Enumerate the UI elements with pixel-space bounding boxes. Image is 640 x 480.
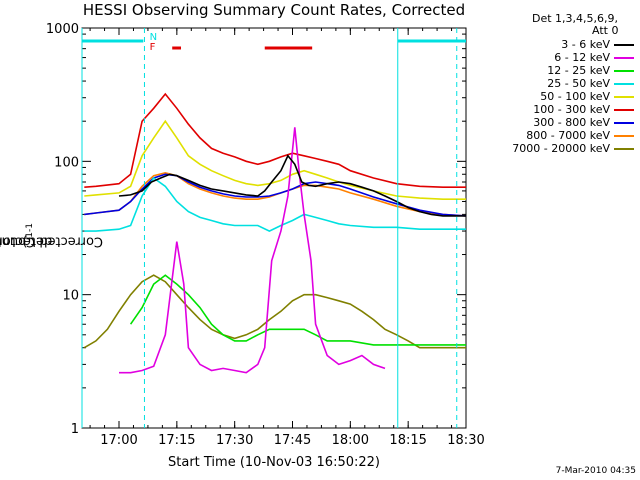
x-tick-label: 17:45 xyxy=(274,433,311,448)
legend-swatch xyxy=(614,83,634,85)
series-line-6 xyxy=(84,92,466,188)
legend-label: 100 - 300 keV xyxy=(533,103,610,116)
legend-label: 50 - 100 keV xyxy=(540,90,610,103)
series-line-9 xyxy=(83,274,466,349)
y-tick-label: 1 xyxy=(71,422,79,437)
y-title-end: ) xyxy=(22,233,28,249)
legend-swatch xyxy=(614,135,634,137)
legend-label: 7000 - 20000 keV xyxy=(512,142,610,155)
legend-entry: 300 - 800 keV xyxy=(480,116,636,129)
series-line-2 xyxy=(119,127,386,374)
detectors-label: Det 1,3,4,5,6,9, xyxy=(532,12,619,25)
night-label: N xyxy=(150,32,157,43)
series-line-7 xyxy=(84,173,466,217)
legend-swatch xyxy=(614,70,634,72)
legend: 3 - 6 keV 6 - 12 keV 12 - 25 keV 25 - 50 ke… xyxy=(480,38,636,155)
legend-entry: 7000 - 20000 keV xyxy=(480,142,636,155)
series-line-1 xyxy=(118,154,466,217)
legend-label: 800 - 7000 keV xyxy=(526,129,610,142)
legend-label: 6 - 12 keV xyxy=(554,51,610,64)
legend-swatch xyxy=(614,122,634,124)
x-tick-label: 17:30 xyxy=(216,433,253,448)
legend-swatch xyxy=(614,96,634,98)
attenuator-label: Att 0 xyxy=(592,24,619,37)
series-line-3 xyxy=(129,274,466,346)
legend-label: 3 - 6 keV xyxy=(561,38,610,51)
legend-entry: 6 - 12 keV xyxy=(480,51,636,64)
x-tick-label: 18:30 xyxy=(447,433,484,448)
legend-swatch xyxy=(614,57,634,59)
legend-swatch xyxy=(614,148,634,150)
series-line-8 xyxy=(84,171,466,217)
flare-label: F xyxy=(150,42,156,53)
legend-entry: 100 - 300 keV xyxy=(480,103,636,116)
x-tick-label: 17:15 xyxy=(158,433,195,448)
series-line-4 xyxy=(84,176,466,232)
legend-entry: 800 - 7000 keV xyxy=(480,129,636,142)
y-tick-label: 100 xyxy=(54,155,79,170)
legend-label: 12 - 25 keV xyxy=(547,64,610,77)
legend-entry: 12 - 25 keV xyxy=(480,64,636,77)
x-axis-title: Start Time (10-Nov-03 16:50:22) xyxy=(168,455,380,470)
legend-swatch xyxy=(614,44,634,46)
legend-entry: 50 - 100 keV xyxy=(480,90,636,103)
legend-entry: 25 - 50 keV xyxy=(480,77,636,90)
y-tick-label: 10 xyxy=(62,289,79,304)
chart-title: HESSI Observing Summary Count Rates, Cor… xyxy=(82,1,466,19)
x-tick-label: 18:00 xyxy=(332,433,369,448)
y-tick-label: 1000 xyxy=(46,22,79,37)
x-tick-label: 18:15 xyxy=(389,433,426,448)
legend-label: 300 - 800 keV xyxy=(533,116,610,129)
legend-swatch xyxy=(614,109,634,111)
legend-label: 25 - 50 keV xyxy=(547,77,610,90)
y-axis-title: Corrected Count Rate (s-1 detector-1) xyxy=(0,223,103,248)
series-line-5 xyxy=(84,119,466,200)
y-title-sup-2: -1 xyxy=(24,223,35,232)
legend-entry: 3 - 6 keV xyxy=(480,38,636,51)
x-tick-label: 17:00 xyxy=(100,433,137,448)
footer-date: 7-Mar-2010 04:35 xyxy=(555,466,636,476)
